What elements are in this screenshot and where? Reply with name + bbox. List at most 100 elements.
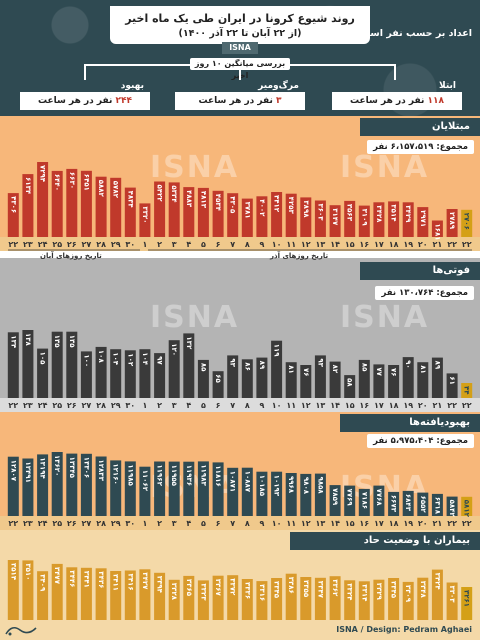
day-label-0-8: ۳۰ bbox=[125, 240, 135, 249]
bar-label-3-10: ۳۳۹۴ bbox=[156, 576, 164, 594]
bar-label-0-14: ۴۵۳۴ bbox=[214, 194, 222, 212]
bar-2-21 bbox=[314, 473, 326, 516]
day-strip-2 bbox=[0, 398, 480, 412]
bar-2-25 bbox=[373, 485, 385, 516]
bar-3-28 bbox=[417, 577, 429, 620]
bar-label-3-22: ۳۳۶۲ bbox=[331, 579, 339, 597]
bar-label-3-18: ۳۳۴۵ bbox=[273, 581, 281, 599]
day-label-1-9: ۱ bbox=[142, 401, 147, 410]
bar-2-7 bbox=[110, 460, 122, 516]
bar-label-0-0: ۴۳۰۶ bbox=[9, 196, 17, 213]
bar-0-22 bbox=[329, 205, 341, 237]
day-label-1-30: ۲۲ bbox=[447, 401, 457, 410]
bar-label-2-14: ۱۱۸۱۶ bbox=[214, 465, 222, 486]
bar-label-1-9: ۱۰۴ bbox=[141, 352, 149, 366]
day-label-1-28: ۲۰ bbox=[418, 401, 428, 410]
connector-line bbox=[239, 70, 241, 80]
bar-3-0 bbox=[7, 560, 19, 620]
bar-2-5 bbox=[80, 453, 92, 516]
bar-label-3-1: ۳۵۱۰ bbox=[24, 563, 32, 580]
day-label-1-4: ۲۶ bbox=[67, 401, 77, 410]
stat-deaths: مرگ‌ومیر ۳ نفر در هر ساعت bbox=[175, 80, 305, 110]
bar-3-21 bbox=[314, 577, 326, 620]
day-label-1-2: ۲۴ bbox=[38, 401, 48, 410]
day-label-2-2: ۲۴ bbox=[38, 519, 48, 528]
bar-3-31 bbox=[461, 587, 473, 620]
stat-number: ۳ bbox=[276, 96, 282, 106]
bar-2-22 bbox=[329, 485, 341, 516]
bar-1-20 bbox=[300, 365, 312, 398]
bar-2-2 bbox=[37, 454, 49, 516]
units-note: اعداد بر حسب نفر است bbox=[360, 28, 472, 39]
bar-label-1-18: ۱۱۹ bbox=[273, 344, 281, 358]
bar-label-3-4: ۳۴۴۶ bbox=[68, 570, 76, 587]
bar-1-25 bbox=[373, 364, 385, 398]
day-label-1-14: ۶ bbox=[216, 401, 221, 410]
bar-3-7 bbox=[110, 571, 122, 620]
day-label-2-26: ۱۸ bbox=[389, 519, 399, 528]
bar-1-21 bbox=[314, 355, 326, 398]
title-box: روند شیوع کرونا در ایران طی یک ماه اخیر … bbox=[110, 6, 370, 44]
bar-label-1-6: ۱۰۸ bbox=[97, 350, 105, 364]
day-label-0-9: ۱ bbox=[142, 240, 147, 249]
bar-1-29 bbox=[431, 357, 443, 398]
day-label-1-15: ۷ bbox=[230, 401, 235, 410]
day-label-0-1: ۲۳ bbox=[23, 240, 33, 249]
bar-label-0-5: ۶۴۵۱ bbox=[82, 174, 90, 191]
bar-label-3-30: ۳۳۰۳ bbox=[448, 586, 456, 604]
bar-label-2-10: ۱۱۹۶۲ bbox=[156, 465, 164, 487]
day-label-1-17: ۹ bbox=[259, 401, 264, 410]
bar-0-28 bbox=[417, 207, 429, 237]
bar-label-3-12: ۳۳۶۵ bbox=[185, 579, 193, 597]
bar-label-3-0: ۳۵۱۴ bbox=[9, 563, 17, 581]
day-label-0-23: ۱۵ bbox=[345, 240, 355, 249]
day-label-2-20: ۱۲ bbox=[301, 519, 311, 528]
bar-3-17 bbox=[256, 581, 268, 620]
bar-label-1-7: ۱۰۴ bbox=[112, 352, 120, 366]
bar-label-1-15: ۹۳ bbox=[229, 358, 237, 367]
bar-label-3-17: ۳۳۱۶ bbox=[258, 584, 266, 601]
recovered-total: مجموع: ۵،۹۷۵،۴۰۴ نفر bbox=[367, 434, 474, 448]
connector-line bbox=[394, 64, 396, 80]
deaths-panel bbox=[0, 258, 480, 398]
bar-0-26 bbox=[388, 201, 400, 237]
bar-1-31 bbox=[461, 383, 473, 398]
bar-3-19 bbox=[285, 573, 297, 620]
bar-label-1-0: ۱۳۴ bbox=[9, 335, 17, 349]
bar-label-2-20: ۹۸۰۸ bbox=[302, 477, 310, 495]
day-label-1-20: ۱۲ bbox=[301, 401, 311, 410]
header-banner: روند شیوع کرونا در ایران طی یک ماه اخیر … bbox=[0, 0, 480, 116]
bar-label-2-7: ۱۲۱۶۰ bbox=[112, 463, 120, 484]
recovered-title: بهبودیافته‌ها bbox=[340, 414, 480, 432]
bar-3-12 bbox=[183, 575, 195, 620]
page-subtitle: (از ۲۲ آبان تا ۲۲ آذر ۱۴۰۰) bbox=[178, 28, 302, 39]
deaths-title: فوتی‌ها bbox=[360, 262, 480, 280]
day-label-0-22: ۱۴ bbox=[330, 240, 340, 249]
bar-1-22 bbox=[329, 361, 341, 398]
day-label-2-29: ۲۱ bbox=[433, 519, 443, 528]
bar-label-3-28: ۳۳۴۸ bbox=[419, 581, 427, 599]
bar-label-3-23: ۳۳۲۴ bbox=[346, 583, 354, 601]
bar-0-18 bbox=[271, 192, 283, 237]
bar-label-3-25: ۳۳۲۹ bbox=[375, 583, 383, 601]
bar-2-20 bbox=[300, 473, 312, 516]
stat-label: ابتلا bbox=[439, 81, 456, 91]
day-label-1-5: ۲۷ bbox=[82, 401, 92, 410]
bar-label-3-26: ۳۳۴۵ bbox=[390, 581, 398, 599]
bar-label-2-18: ۱۰۱۹۳ bbox=[273, 475, 281, 497]
bar-label-3-7: ۳۴۱۱ bbox=[112, 574, 120, 591]
bar-0-19 bbox=[285, 193, 297, 237]
day-label-1-13: ۵ bbox=[201, 401, 206, 410]
bar-label-2-13: ۱۱۹۸۳ bbox=[199, 464, 207, 486]
stat-recovered: بهبود ۲۴۴ نفر در هر ساعت bbox=[20, 80, 150, 110]
bar-3-2 bbox=[37, 571, 49, 620]
bar-label-1-11: ۱۲۰ bbox=[170, 343, 178, 356]
day-label-0-2: ۲۴ bbox=[38, 240, 48, 249]
bar-0-25 bbox=[373, 202, 385, 237]
day-label-0-21: ۱۳ bbox=[316, 240, 326, 249]
bar-1-6 bbox=[95, 346, 107, 398]
bar-0-14 bbox=[212, 190, 224, 237]
bar-label-0-27: ۳۴۲۹ bbox=[404, 205, 412, 223]
bar-3-25 bbox=[373, 579, 385, 620]
bar-label-1-26: ۷۶ bbox=[390, 368, 398, 377]
